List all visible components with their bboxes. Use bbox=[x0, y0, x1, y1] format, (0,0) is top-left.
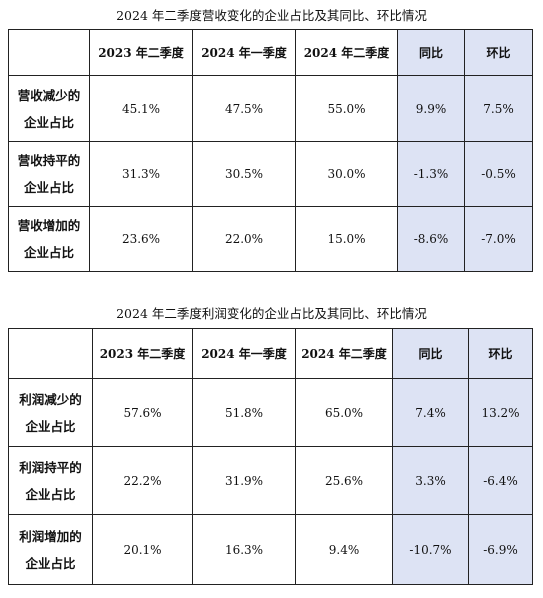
value-2024-q1: 47.5% bbox=[192, 75, 296, 142]
profit-table: 2023 年二季度 2024 年一季度 2024 年二季度 同比 环比 利润减少… bbox=[8, 328, 533, 585]
value-2024-q2: 25.6% bbox=[295, 446, 393, 515]
row-label-line1: 利润增加的 bbox=[19, 528, 82, 544]
table-row: 营收减少的 企业占比 45.1% 47.5% 55.0% 9.9% 7.5% bbox=[8, 75, 533, 142]
row-label-line1: 营收增加的 bbox=[17, 218, 81, 233]
table1-caption: 2024 年二季度营收变化的企业占比及其同比、环比情况 bbox=[116, 8, 427, 23]
value-qoq: -6.9% bbox=[468, 514, 533, 585]
header-2024-q2: 2024 年二季度 bbox=[295, 29, 398, 76]
value-2024-q2: 15.0% bbox=[295, 206, 398, 272]
value-2023-q2: 45.1% bbox=[89, 75, 193, 142]
row-label-line2: 企业占比 bbox=[25, 486, 76, 502]
row-label-line2: 企业占比 bbox=[23, 245, 74, 260]
header-2023-q2: 2023 年二季度 bbox=[89, 29, 193, 76]
table-row: 利润减少的 企业占比 57.6% 51.8% 65.0% 7.4% 13.2% bbox=[8, 378, 533, 447]
header-2024-q1: 2024 年一季度 bbox=[192, 328, 296, 379]
value-2024-q1: 51.8% bbox=[192, 378, 296, 447]
row-label-line2: 企业占比 bbox=[23, 114, 74, 130]
table-row: 利润持平的 企业占比 22.2% 31.9% 25.6% 3.3% -6.4% bbox=[8, 446, 533, 515]
header-blank bbox=[8, 328, 93, 379]
header-yoy: 同比 bbox=[392, 328, 469, 379]
header-2024-q1: 2024 年一季度 bbox=[192, 29, 296, 76]
value-qoq: 13.2% bbox=[468, 378, 533, 447]
header-yoy: 同比 bbox=[397, 29, 465, 76]
row-label-line2: 企业占比 bbox=[25, 418, 76, 434]
value-2024-q2: 65.0% bbox=[295, 378, 393, 447]
row-label-line1: 利润减少的 bbox=[19, 391, 82, 407]
value-2023-q2: 20.1% bbox=[92, 514, 193, 585]
table-header-row: 2023 年二季度 2024 年一季度 2024 年二季度 同比 环比 bbox=[8, 328, 533, 379]
value-2023-q2: 57.6% bbox=[92, 378, 193, 447]
value-yoy: -1.3% bbox=[397, 141, 465, 207]
table-row: 利润增加的 企业占比 20.1% 16.3% 9.4% -10.7% -6.9% bbox=[8, 514, 533, 585]
row-label: 利润增加的 企业占比 bbox=[8, 514, 93, 585]
value-yoy: 7.4% bbox=[392, 378, 469, 447]
table2-caption: 2024 年二季度利润变化的企业占比及其同比、环比情况 bbox=[116, 306, 427, 321]
row-label: 利润减少的 企业占比 bbox=[8, 378, 93, 447]
row-label-line2: 企业占比 bbox=[25, 555, 76, 571]
header-2024-q2: 2024 年二季度 bbox=[295, 328, 393, 379]
value-qoq: 7.5% bbox=[464, 75, 533, 142]
row-label: 营收减少的 企业占比 bbox=[8, 75, 90, 142]
value-qoq: -7.0% bbox=[464, 206, 533, 272]
value-2023-q2: 23.6% bbox=[89, 206, 193, 272]
value-2024-q2: 30.0% bbox=[295, 141, 398, 207]
revenue-table: 2023 年二季度 2024 年一季度 2024 年二季度 同比 环比 营收减少… bbox=[8, 29, 533, 272]
value-2024-q2: 9.4% bbox=[295, 514, 393, 585]
value-yoy: -10.7% bbox=[392, 514, 469, 585]
value-2023-q2: 31.3% bbox=[89, 141, 193, 207]
header-2023-q2: 2023 年二季度 bbox=[92, 328, 193, 379]
header-qoq: 环比 bbox=[468, 328, 533, 379]
row-label-line1: 营收持平的 bbox=[17, 153, 81, 168]
value-2024-q1: 22.0% bbox=[192, 206, 296, 272]
value-2024-q2: 55.0% bbox=[295, 75, 398, 142]
table-row: 营收持平的 企业占比 31.3% 30.5% 30.0% -1.3% -0.5% bbox=[8, 141, 533, 207]
value-yoy: 9.9% bbox=[397, 75, 465, 142]
value-qoq: -6.4% bbox=[468, 446, 533, 515]
row-label: 利润持平的 企业占比 bbox=[8, 446, 93, 515]
row-label-line1: 营收减少的 bbox=[17, 87, 81, 103]
table-row: 营收增加的 企业占比 23.6% 22.0% 15.0% -8.6% -7.0% bbox=[8, 206, 533, 272]
row-label: 营收增加的 企业占比 bbox=[8, 206, 90, 272]
value-qoq: -0.5% bbox=[464, 141, 533, 207]
header-blank bbox=[8, 29, 90, 76]
row-label-line1: 利润持平的 bbox=[19, 459, 82, 475]
value-2023-q2: 22.2% bbox=[92, 446, 193, 515]
value-yoy: -8.6% bbox=[397, 206, 465, 272]
row-label-line2: 企业占比 bbox=[23, 180, 74, 195]
row-label: 营收持平的 企业占比 bbox=[8, 141, 90, 207]
header-qoq: 环比 bbox=[464, 29, 533, 76]
value-2024-q1: 31.9% bbox=[192, 446, 296, 515]
value-2024-q1: 16.3% bbox=[192, 514, 296, 585]
table-header-row: 2023 年二季度 2024 年一季度 2024 年二季度 同比 环比 bbox=[8, 29, 533, 76]
value-yoy: 3.3% bbox=[392, 446, 469, 515]
value-2024-q1: 30.5% bbox=[192, 141, 296, 207]
